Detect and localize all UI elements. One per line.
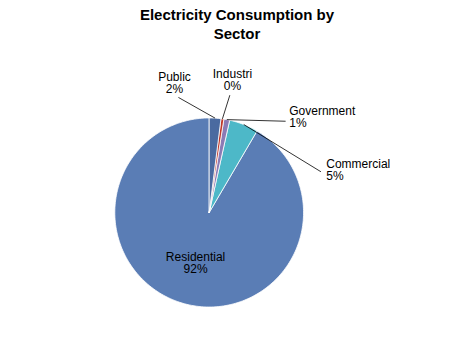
svg-text:Commercial5%: Commercial5% <box>326 156 390 182</box>
svg-text:Residential92%: Residential92% <box>166 249 225 275</box>
html-text:Electricity Consumption by Sec: Electricity Consumption by Sector <box>139 6 335 42</box>
svg-text:Government1%: Government1% <box>289 103 356 129</box>
svg-text:Industri0%: Industri0% <box>213 67 252 93</box>
svg-text:Public2%: Public2% <box>158 69 191 95</box>
